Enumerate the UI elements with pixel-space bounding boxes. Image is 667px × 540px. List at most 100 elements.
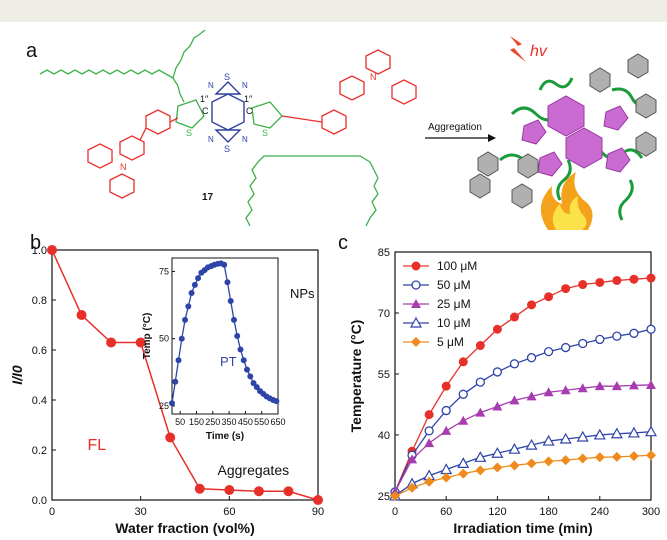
data-point [47, 245, 57, 255]
data-point [458, 357, 468, 367]
data-point [526, 353, 537, 363]
inset-data-point [247, 373, 254, 380]
x-tick-label: 0 [49, 506, 55, 518]
data-point [492, 401, 503, 411]
data-point [492, 462, 503, 473]
data-point [224, 485, 235, 495]
phenyl-ring [477, 151, 499, 177]
data-point [424, 476, 435, 487]
data-point [611, 451, 622, 462]
alkyl-chain [245, 161, 259, 227]
hv-label: hv [530, 43, 548, 60]
x-tick-label: 0 [392, 506, 398, 518]
thiophene-ring [521, 119, 547, 145]
phenyl-ring [87, 143, 113, 169]
atom-label: N [242, 135, 248, 144]
alkyl-chain [172, 30, 206, 79]
x-axis-label: Irradiation time (min) [453, 520, 592, 536]
atom-label: S [186, 128, 192, 138]
inset-data-point [227, 298, 234, 305]
chart-b: 0.0 0.2 0.4 0.6 0.8 1.0 0 30 60 90 Water fraction … [9, 245, 324, 536]
legend-label: 10 μM [437, 316, 471, 330]
data-point [424, 438, 435, 448]
y-tick-label: 70 [378, 308, 390, 320]
flame-icon [540, 172, 593, 230]
inset-y-tick-label: 50 [159, 334, 169, 344]
phenyl-ring [517, 153, 539, 179]
data-point [475, 465, 486, 476]
data-point [646, 379, 656, 389]
phenyl-ring [145, 109, 171, 135]
thiophene-ring [175, 99, 205, 129]
alkyl-chain [172, 77, 185, 103]
inset-x-tick-label: 50 [175, 417, 185, 427]
y-tick-label: 0.6 [32, 345, 47, 357]
data-point [627, 426, 640, 438]
inset-y-tick-label: 75 [159, 266, 169, 276]
y-tick-label: 40 [378, 430, 390, 442]
annotation-pt: PT [220, 354, 237, 369]
phenyl-ring [511, 183, 533, 209]
arrow-label: Aggregation [428, 122, 482, 133]
phenyl-ring [635, 131, 657, 157]
data-point [577, 383, 588, 393]
inset-data-point [237, 346, 244, 353]
data-point [629, 274, 639, 284]
data-point [543, 456, 554, 467]
data-point [526, 458, 537, 469]
series-line [394, 277, 652, 493]
data-point [594, 452, 605, 463]
inset-y-tick-label: 25 [159, 401, 169, 411]
data-point [509, 395, 520, 405]
x-tick-label: 300 [642, 506, 660, 518]
data-point [612, 275, 622, 285]
annotation-nps: NPs [290, 286, 315, 301]
reaction-arrow-head [488, 134, 496, 142]
atom-label: N [208, 135, 214, 144]
data-point [492, 324, 502, 334]
data-point [509, 312, 519, 322]
inset-data-point [244, 366, 251, 373]
alkyl-chain [39, 69, 174, 79]
alkyl-chain [556, 159, 572, 201]
panel-a-letter: a [26, 40, 38, 62]
data-point [441, 425, 452, 435]
atom-label: 1″ [244, 94, 253, 104]
inset-data-point [178, 335, 185, 342]
alkyl-chain [365, 161, 379, 227]
x-tick-label: 30 [135, 506, 147, 518]
phenyl-ring [119, 135, 145, 161]
atom-label: C [246, 106, 253, 116]
data-point [313, 495, 323, 505]
data-point [440, 463, 453, 475]
data-point [491, 447, 504, 458]
inset-data-point [224, 279, 231, 286]
inset-data-point [195, 275, 202, 282]
data-point [644, 425, 658, 437]
data-point [458, 415, 469, 425]
data-point [409, 316, 423, 328]
data-point [474, 451, 487, 462]
y-tick-label: 85 [378, 247, 390, 259]
alkyl-chain [538, 77, 574, 91]
data-point [527, 300, 537, 310]
inset-data-point [273, 398, 280, 405]
lightning-icon [510, 36, 526, 62]
thiadiazole-bottom [214, 129, 242, 143]
data-point [135, 337, 146, 348]
x-tick-label: 60 [440, 506, 452, 518]
data-point [509, 359, 520, 369]
data-point [593, 428, 606, 440]
data-point [508, 442, 521, 454]
phenyl-ring [321, 109, 347, 135]
y-tick-label: 55 [378, 369, 390, 381]
data-point [646, 450, 656, 461]
inset-data-point [182, 316, 189, 323]
plot-frame [51, 249, 319, 501]
data-point [509, 460, 520, 471]
data-point [646, 324, 656, 334]
phenyl-ring [109, 173, 135, 199]
thiophene-ring [251, 101, 283, 129]
data-point [560, 455, 571, 466]
legend-label: 100 μM [437, 259, 477, 273]
